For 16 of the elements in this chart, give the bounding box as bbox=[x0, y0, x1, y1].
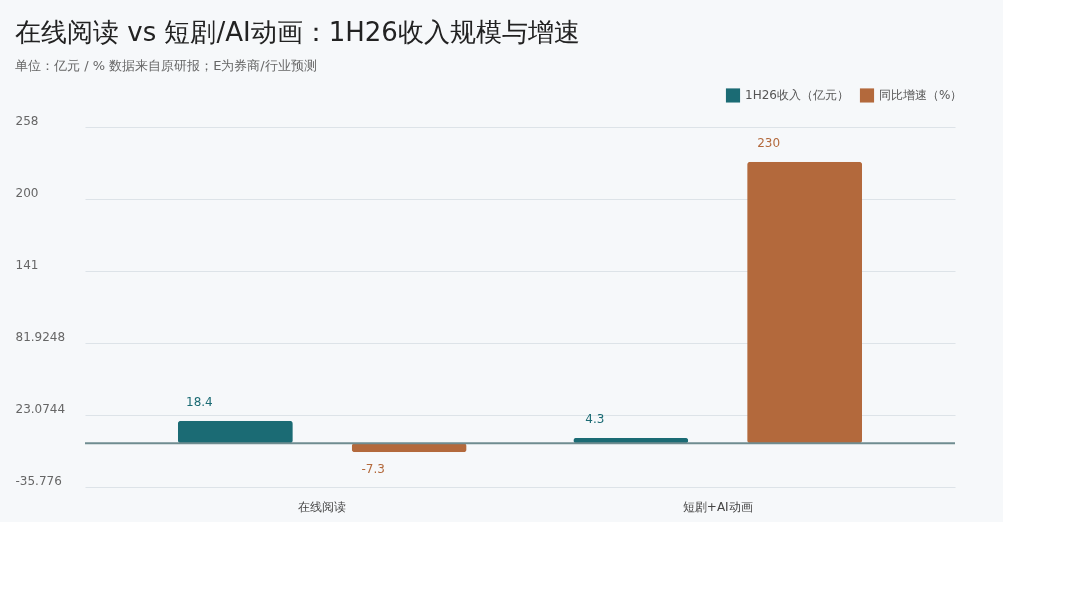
chart-subtitle: 单位：亿元 / % 数据来自原研报；E为券商/行业预测 bbox=[15, 58, 317, 73]
data-label: 4.3 bbox=[585, 411, 605, 426]
chart-title: 在线阅读 vs 短剧/AI动画：1H26收入规模与增速 bbox=[15, 17, 580, 47]
x-tick-label: 短剧+AI动画 bbox=[682, 499, 753, 514]
y-tick-label: 81.9248 bbox=[15, 329, 66, 344]
y-tick-label: 23.0744 bbox=[15, 401, 66, 416]
y-tick-label: 258 bbox=[15, 113, 39, 128]
y-tick-label: -35.776 bbox=[15, 473, 62, 488]
legend-label: 1H26收入（亿元） bbox=[745, 88, 849, 103]
x-tick-label: 在线阅读 bbox=[298, 499, 347, 514]
legend-label: 同比增速（%） bbox=[879, 88, 963, 103]
y-tick-label: 141 bbox=[15, 257, 39, 272]
y-tick-label: 200 bbox=[15, 185, 39, 200]
data-label: -7.3 bbox=[361, 462, 385, 477]
data-label: 18.4 bbox=[186, 394, 213, 409]
data-label: 230 bbox=[757, 135, 781, 150]
